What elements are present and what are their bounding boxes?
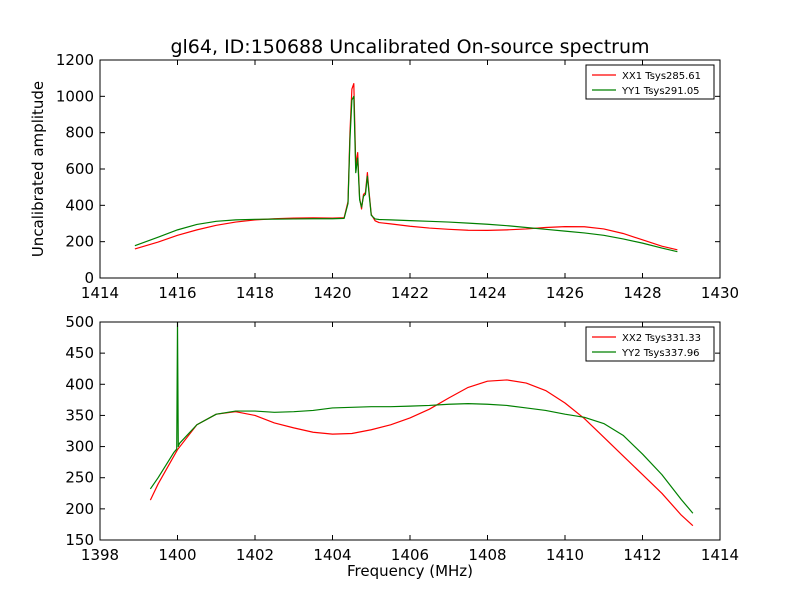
bottom-y-tick-label: 300 xyxy=(65,438,94,456)
top-y-tick-label: 1200 xyxy=(56,51,94,69)
top-x-tick-label: 1428 xyxy=(623,284,661,302)
top-series-line-2 xyxy=(134,95,678,253)
top-x-tick-label: 1418 xyxy=(236,284,274,302)
top-y-tick-label: 1000 xyxy=(56,87,94,105)
top-y-tick-label: 200 xyxy=(65,233,94,251)
bottom-y-tick-label: 400 xyxy=(65,375,94,393)
top-legend: XX1 Tsys285.61 YY1 Tsys291.05 xyxy=(585,64,715,100)
bottom-x-tick-label: 1400 xyxy=(158,546,196,564)
top-x-tick-label: 1420 xyxy=(313,284,351,302)
bottom-x-tick-label: 1408 xyxy=(468,546,506,564)
bottom-x-tick-label: 1414 xyxy=(701,546,739,564)
top-legend-label-2: YY1 Tsys291.05 xyxy=(621,86,700,97)
top-plot: 1414 1416 1418 1420 1422 1424 1426 1428 1430 0 200… xyxy=(56,51,739,302)
top-x-tick-label: 1424 xyxy=(468,284,506,302)
bottom-plot: 1398 1400 1402 1404 1406 1408 1410 1412 1414 150 2… xyxy=(65,313,739,564)
top-legend-box xyxy=(585,64,715,100)
top-legend-label-1: XX1 Tsys285.61 xyxy=(622,71,701,82)
y-axis-label-top: Uncalibrated amplitude xyxy=(29,81,47,257)
bottom-x-tick-label: 1412 xyxy=(623,546,661,564)
top-y-tick-label: 800 xyxy=(65,124,94,142)
bottom-y-tick-label: 150 xyxy=(65,531,94,549)
bottom-x-tick-label: 1404 xyxy=(313,546,351,564)
bottom-series-line-2 xyxy=(149,322,694,514)
bottom-y-tick-label: 350 xyxy=(65,406,94,424)
top-x-tick-label: 1416 xyxy=(158,284,196,302)
bottom-x-tick-label: 1410 xyxy=(546,546,584,564)
top-series-group xyxy=(134,83,678,253)
top-x-tick-label: 1414 xyxy=(81,284,119,302)
bottom-y-tick-label: 200 xyxy=(65,500,94,518)
bottom-legend-label-1: XX2 Tsys331.33 xyxy=(622,333,701,344)
bottom-y-tick-label: 450 xyxy=(65,344,94,362)
bottom-series-group xyxy=(149,322,694,527)
top-y-tick-label: 400 xyxy=(65,196,94,214)
chart-title: gl64, ID:150688 Uncalibrated On-source s… xyxy=(170,36,649,58)
top-x-tick-label: 1422 xyxy=(391,284,429,302)
bottom-y-tick-label: 500 xyxy=(65,313,94,331)
bottom-y-tick-label: 250 xyxy=(65,469,94,487)
x-axis-label-bottom: Frequency (MHz) xyxy=(347,562,473,580)
bottom-x-tick-label: 1402 xyxy=(236,546,274,564)
top-y-tick-label: 0 xyxy=(84,269,94,287)
top-x-tick-label: 1426 xyxy=(546,284,584,302)
top-x-tick-label: 1430 xyxy=(701,284,739,302)
bottom-x-tick-label: 1398 xyxy=(81,546,119,564)
bottom-legend-box xyxy=(585,326,715,362)
bottom-x-tick-label: 1406 xyxy=(391,546,429,564)
bottom-legend: XX2 Tsys331.33 YY2 Tsys337.96 xyxy=(585,326,715,362)
bottom-legend-label-2: YY2 Tsys337.96 xyxy=(621,348,700,359)
top-y-tick-label: 600 xyxy=(65,160,94,178)
